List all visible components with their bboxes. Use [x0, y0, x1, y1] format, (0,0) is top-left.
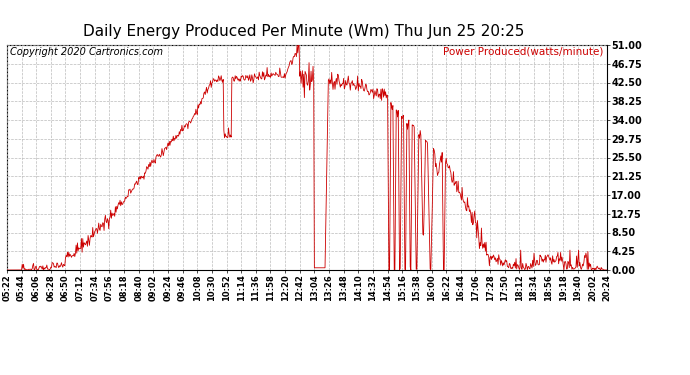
Text: Daily Energy Produced Per Minute (Wm) Thu Jun 25 20:25: Daily Energy Produced Per Minute (Wm) Th…: [83, 24, 524, 39]
Text: Copyright 2020 Cartronics.com: Copyright 2020 Cartronics.com: [10, 47, 164, 57]
Text: Power Produced(watts/minute): Power Produced(watts/minute): [444, 47, 604, 57]
